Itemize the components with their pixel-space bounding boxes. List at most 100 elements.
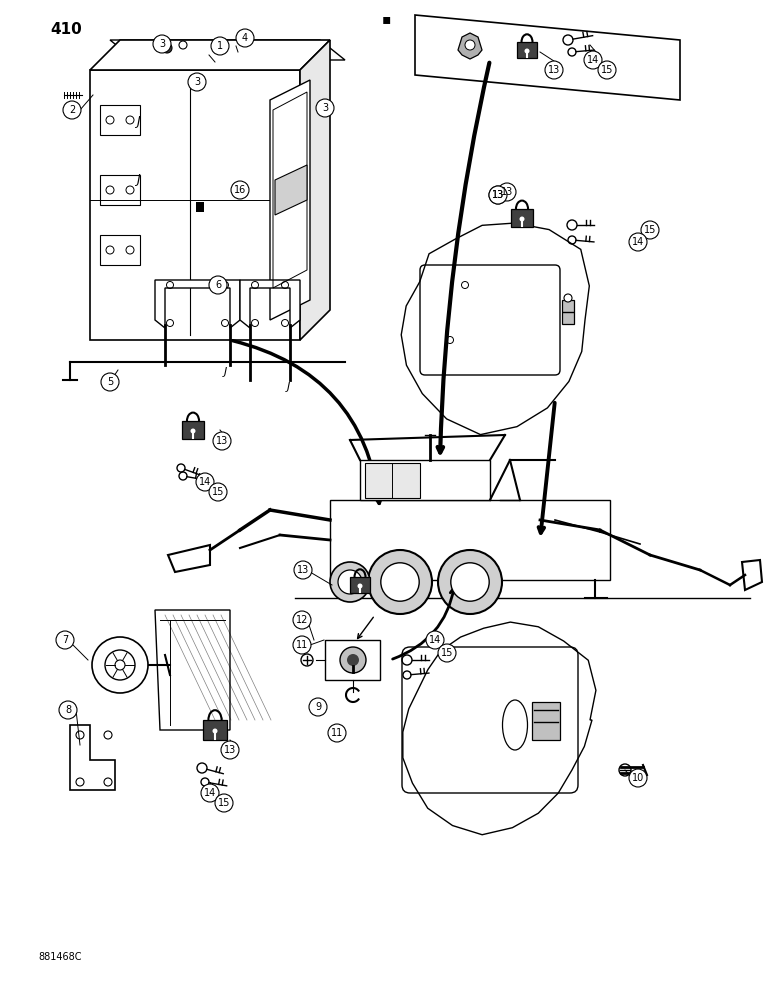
Circle shape (498, 183, 516, 201)
Circle shape (213, 432, 231, 450)
Circle shape (524, 48, 530, 53)
Text: 14: 14 (631, 237, 644, 247)
Text: 1: 1 (217, 41, 223, 51)
Circle shape (619, 764, 631, 776)
Circle shape (451, 563, 489, 601)
Circle shape (201, 784, 219, 802)
Text: 15: 15 (218, 798, 230, 808)
Circle shape (489, 186, 507, 204)
Bar (365, 463, 420, 498)
Circle shape (309, 698, 327, 716)
Text: 6: 6 (215, 280, 221, 290)
Text: 13: 13 (548, 65, 560, 75)
Text: 8: 8 (65, 705, 71, 715)
Text: 14: 14 (429, 635, 441, 645)
Bar (203, 720, 227, 740)
Polygon shape (155, 280, 240, 328)
Circle shape (63, 101, 81, 119)
Text: 11: 11 (331, 728, 343, 738)
Bar (350, 577, 370, 593)
Polygon shape (110, 40, 345, 60)
Text: J: J (136, 174, 140, 186)
Circle shape (316, 99, 334, 117)
Circle shape (368, 550, 432, 614)
Text: 13: 13 (224, 745, 236, 755)
Text: 13: 13 (492, 190, 504, 200)
Circle shape (338, 570, 362, 594)
Circle shape (357, 584, 363, 588)
Circle shape (56, 631, 74, 649)
Polygon shape (415, 15, 680, 100)
Polygon shape (458, 33, 482, 59)
Circle shape (520, 217, 524, 222)
Circle shape (564, 294, 572, 302)
Polygon shape (360, 460, 490, 500)
Text: 3: 3 (194, 77, 200, 87)
Circle shape (59, 701, 77, 719)
Circle shape (545, 61, 563, 79)
Bar (532, 702, 560, 740)
Circle shape (381, 563, 419, 601)
Circle shape (438, 644, 456, 662)
Text: 16: 16 (234, 185, 246, 195)
Circle shape (191, 428, 195, 434)
Circle shape (629, 769, 647, 787)
Circle shape (196, 473, 214, 491)
Bar (196, 202, 204, 212)
Polygon shape (270, 80, 310, 320)
Text: 2: 2 (69, 105, 75, 115)
Circle shape (236, 29, 254, 47)
Polygon shape (90, 70, 300, 340)
Bar (182, 421, 204, 439)
Text: 14: 14 (587, 55, 599, 65)
Polygon shape (300, 40, 330, 340)
Bar (511, 209, 533, 227)
Text: 15: 15 (441, 648, 453, 658)
Circle shape (584, 51, 602, 69)
Text: 15: 15 (601, 65, 613, 75)
Text: 15: 15 (212, 487, 224, 497)
Circle shape (153, 35, 171, 53)
Text: 5: 5 (107, 377, 113, 387)
Bar (330, 500, 610, 580)
Circle shape (301, 654, 313, 666)
Circle shape (347, 654, 359, 666)
Text: 7: 7 (62, 635, 68, 645)
Text: 3: 3 (322, 103, 328, 113)
Text: 13: 13 (297, 565, 309, 575)
Circle shape (340, 647, 366, 673)
Circle shape (426, 631, 444, 649)
Text: 13: 13 (492, 190, 504, 200)
Circle shape (629, 233, 647, 251)
Circle shape (598, 61, 616, 79)
Polygon shape (401, 223, 589, 435)
Circle shape (101, 373, 119, 391)
Text: 14: 14 (204, 788, 216, 798)
Circle shape (438, 550, 502, 614)
Text: 881468C: 881468C (38, 952, 82, 962)
Circle shape (641, 221, 659, 239)
Bar (517, 42, 537, 58)
Circle shape (188, 73, 206, 91)
Circle shape (328, 724, 346, 742)
Circle shape (465, 40, 475, 50)
Circle shape (212, 728, 218, 734)
Circle shape (92, 637, 148, 693)
Text: 12: 12 (296, 615, 308, 625)
Circle shape (221, 741, 239, 759)
Circle shape (293, 611, 311, 629)
Text: J: J (136, 115, 140, 128)
Polygon shape (275, 165, 307, 215)
Text: ▪: ▪ (381, 12, 391, 26)
Circle shape (211, 37, 229, 55)
Text: 410: 410 (50, 22, 82, 37)
Bar (562, 300, 574, 324)
Text: J: J (223, 367, 227, 377)
Circle shape (162, 43, 172, 53)
Text: 14: 14 (199, 477, 211, 487)
Circle shape (294, 561, 312, 579)
Bar (325, 640, 380, 680)
Circle shape (209, 276, 227, 294)
Polygon shape (240, 280, 300, 328)
Text: 3: 3 (159, 39, 165, 49)
